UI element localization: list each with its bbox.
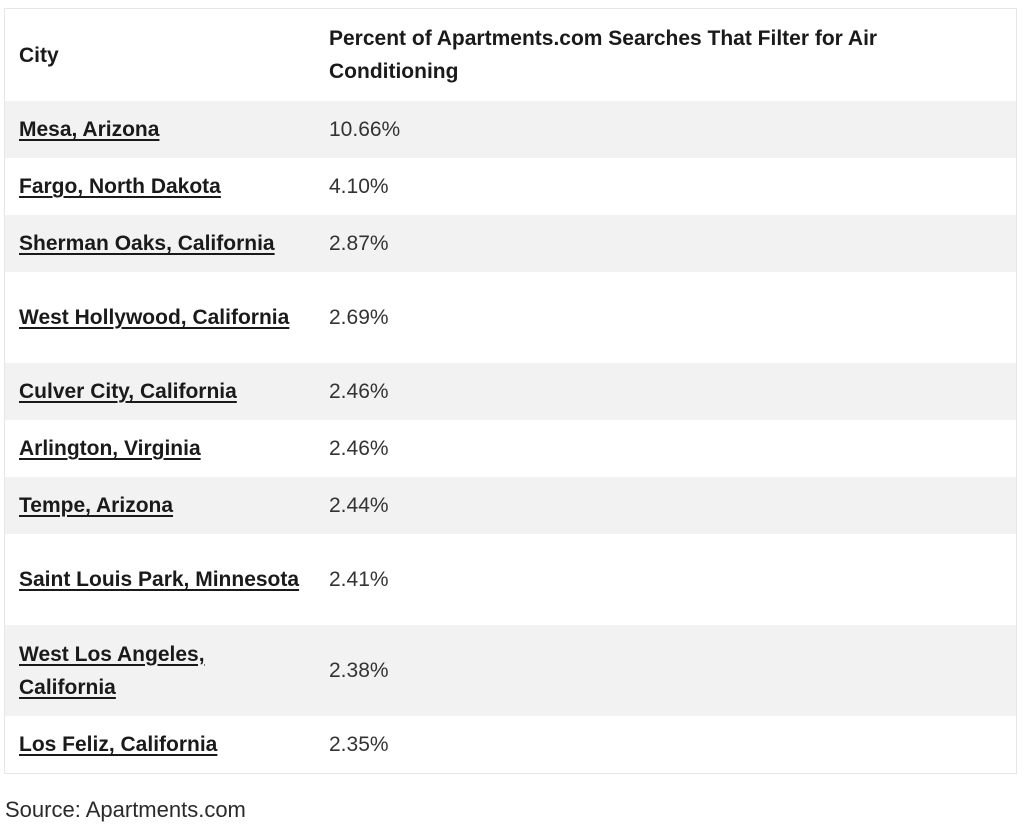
table-row: Los Feliz, California 2.35% bbox=[5, 716, 1016, 773]
table-row: Sherman Oaks, California 2.87% bbox=[5, 215, 1016, 272]
table-row: Tempe, Arizona 2.44% bbox=[5, 477, 1016, 534]
city-cell: Fargo, North Dakota bbox=[5, 158, 315, 215]
city-link[interactable]: Culver City, California bbox=[19, 380, 237, 403]
city-link[interactable]: Los Feliz, California bbox=[19, 733, 218, 756]
city-cell: West Hollywood, California bbox=[5, 272, 315, 363]
city-ac-search-table: City Percent of Apartments.com Searches … bbox=[5, 9, 1016, 773]
city-cell: West Los Angeles, California bbox=[5, 625, 315, 716]
percent-cell: 2.46% bbox=[329, 380, 389, 403]
percent-cell: 2.69% bbox=[329, 306, 389, 329]
table-row: Mesa, Arizona 10.66% bbox=[5, 101, 1016, 158]
city-cell: Tempe, Arizona bbox=[5, 477, 315, 534]
city-cell: Saint Louis Park, Minnesota bbox=[5, 534, 315, 625]
percent-cell: 2.38% bbox=[329, 659, 389, 682]
source-caption: Source: Apartments.com bbox=[5, 797, 246, 822]
percent-cell: 2.44% bbox=[329, 494, 389, 517]
city-cell: Mesa, Arizona bbox=[5, 101, 315, 158]
table-row: Arlington, Virginia 2.46% bbox=[5, 420, 1016, 477]
table-row: West Los Angeles, California 2.38% bbox=[5, 625, 1016, 716]
city-cell: Culver City, California bbox=[5, 363, 315, 420]
table-header-row: City Percent of Apartments.com Searches … bbox=[5, 9, 1016, 101]
percent-cell: 2.41% bbox=[329, 568, 389, 591]
table-row: Culver City, California 2.46% bbox=[5, 363, 1016, 420]
table-row: Saint Louis Park, Minnesota 2.41% bbox=[5, 534, 1016, 625]
city-link[interactable]: Saint Louis Park, Minnesota bbox=[19, 568, 300, 591]
city-link[interactable]: West Los Angeles, California bbox=[19, 642, 205, 699]
percent-cell: 2.87% bbox=[329, 232, 389, 255]
city-cell: Sherman Oaks, California bbox=[5, 215, 315, 272]
data-table-container: City Percent of Apartments.com Searches … bbox=[4, 8, 1017, 774]
table-row: West Hollywood, California 2.69% bbox=[5, 272, 1016, 363]
city-link[interactable]: Fargo, North Dakota bbox=[19, 175, 221, 198]
percent-cell: 10.66% bbox=[329, 118, 401, 141]
city-link[interactable]: West Hollywood, California bbox=[19, 306, 290, 329]
city-link[interactable]: Arlington, Virginia bbox=[19, 437, 201, 460]
city-cell: Arlington, Virginia bbox=[5, 420, 315, 477]
table-row: Fargo, North Dakota 4.10% bbox=[5, 158, 1016, 215]
city-link[interactable]: Mesa, Arizona bbox=[19, 118, 160, 141]
percent-cell: 2.46% bbox=[329, 437, 389, 460]
header-percent: Percent of Apartments.com Searches That … bbox=[315, 9, 1016, 101]
percent-cell: 2.35% bbox=[329, 733, 389, 756]
header-city: City bbox=[5, 9, 315, 101]
city-link[interactable]: Tempe, Arizona bbox=[19, 494, 174, 517]
city-cell: Los Feliz, California bbox=[5, 716, 315, 773]
city-link[interactable]: Sherman Oaks, California bbox=[19, 232, 275, 255]
percent-cell: 4.10% bbox=[329, 175, 389, 198]
